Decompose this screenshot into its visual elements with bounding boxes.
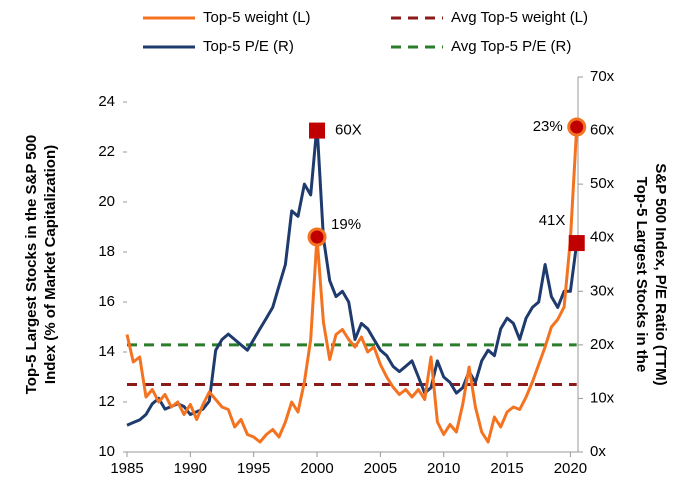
y-axis-title: Top-5 Largest Stocks in the S&P 500	[23, 135, 40, 395]
annotation-marker	[567, 117, 587, 137]
y2-tick-label: 20x	[590, 336, 615, 353]
y-tick-label: 14	[98, 343, 115, 360]
legend-label: Avg Top-5 P/E (R)	[451, 38, 571, 55]
y-tick-label: 12	[98, 393, 115, 410]
y-tick-label: 24	[98, 93, 115, 110]
annotation-marker	[568, 235, 585, 252]
legend-label: Top-5 P/E (R)	[203, 38, 294, 55]
series-line	[125, 126, 579, 444]
y-axis-title: Index (% of Market Capitalization)	[42, 145, 59, 384]
annotation-marker	[309, 122, 326, 139]
annotation-label: 60X	[335, 122, 362, 139]
y-tick-label: 20	[98, 193, 115, 210]
y2-tick-label: 10x	[590, 389, 615, 406]
legend-label: Avg Top-5 weight (L)	[451, 9, 588, 26]
y2-tick-label: 30x	[590, 282, 615, 299]
x-tick-label: 1995	[237, 460, 270, 477]
annotation-label: 23%	[533, 118, 563, 135]
x-tick-label: 2010	[427, 460, 460, 477]
y2-axis-title: Top-5 Largest Stocks in the	[633, 177, 650, 373]
y2-tick-label: 50x	[590, 175, 615, 192]
y2-tick-label: 0x	[590, 443, 606, 460]
y2-axis-title: S&P 500 Index, P/E Ratio (TTM)	[652, 163, 669, 385]
legend-label: Top-5 weight (L)	[203, 9, 311, 26]
annotation-label: 41X	[539, 212, 566, 229]
y2-tick-label: 60x	[590, 122, 615, 139]
x-tick-label: 2000	[300, 460, 333, 477]
x-tick-label: 2005	[364, 460, 397, 477]
x-tick-label: 2020	[554, 460, 587, 477]
y-tick-label: 22	[98, 143, 115, 160]
y-tick-label: 16	[98, 293, 115, 310]
x-tick-label: 2015	[490, 460, 523, 477]
y-tick-label: 10	[98, 443, 115, 460]
x-tick-label: 1990	[174, 460, 207, 477]
y-tick-label: 18	[98, 243, 115, 260]
y2-tick-label: 40x	[590, 229, 615, 246]
annotation-label: 19%	[331, 216, 361, 233]
series-line	[126, 123, 579, 427]
annotation-marker	[307, 227, 327, 247]
x-tick-label: 1985	[110, 460, 143, 477]
y2-tick-label: 70x	[590, 68, 615, 85]
